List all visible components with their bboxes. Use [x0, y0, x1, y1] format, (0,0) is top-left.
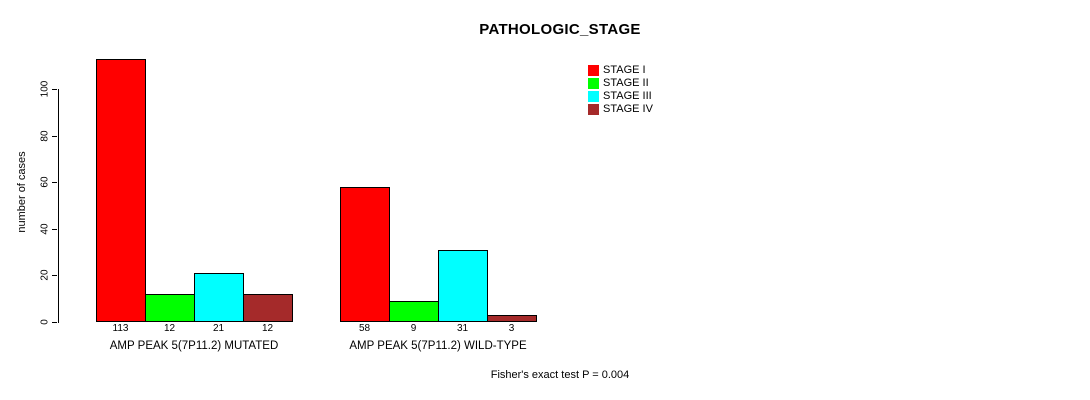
bar-value-label: 12 [261, 323, 274, 334]
bar-stage-i [96, 58, 146, 322]
y-axis-tick [52, 135, 57, 137]
bar-value-label: 113 [112, 323, 129, 334]
y-axis-tick [52, 275, 57, 277]
chart-title: PATHOLOGIC_STAGE [479, 21, 641, 38]
bar-stage-ii [145, 294, 195, 322]
y-axis-tick-label: 60 [39, 176, 51, 188]
legend-item: STAGE II [588, 77, 653, 90]
legend-label: STAGE III [603, 90, 652, 102]
y-axis-tick [52, 322, 57, 323]
y-axis-tick-label: 0 [39, 319, 51, 325]
legend-item: STAGE III [588, 90, 653, 103]
y-axis-label: number of cases [16, 151, 28, 233]
y-axis-line [58, 89, 59, 323]
bar-value-label: 21 [212, 323, 225, 334]
bar-stage-i [340, 186, 390, 322]
legend-item: STAGE I [588, 64, 653, 77]
legend-label: STAGE I [603, 64, 646, 76]
y-axis-tick [52, 228, 57, 230]
legend-item: STAGE IV [588, 103, 653, 116]
y-axis-tick-label: 100 [39, 80, 51, 98]
legend-label: STAGE IV [603, 103, 653, 115]
x-group-label: AMP PEAK 5(7P11.2) MUTATED [109, 340, 279, 352]
y-axis-tick-label: 80 [39, 130, 51, 142]
y-axis-tick-label: 40 [39, 223, 51, 235]
footnote: Fisher's exact test P = 0.004 [490, 369, 630, 381]
x-group-label: AMP PEAK 5(7P11.2) WILD-TYPE [349, 340, 527, 352]
y-axis-tick [52, 89, 57, 90]
legend-label: STAGE II [603, 77, 649, 89]
y-axis-tick [52, 182, 57, 184]
bar-value-label: 9 [410, 323, 417, 334]
legend: STAGE I STAGE II STAGE III STAGE IV [588, 64, 653, 116]
y-axis-tick-label: 20 [39, 269, 51, 281]
bar-value-label: 31 [456, 323, 469, 334]
legend-swatch [588, 91, 599, 102]
bar-stage-iv [243, 294, 293, 322]
bar-stage-iv [487, 315, 537, 322]
legend-swatch [588, 65, 599, 76]
bar-value-label: 58 [358, 323, 371, 334]
bar-stage-ii [389, 301, 439, 322]
bar-value-label: 12 [163, 323, 176, 334]
bar-stage-iii [194, 273, 244, 322]
legend-swatch [588, 104, 599, 115]
bar-value-label: 3 [508, 323, 515, 334]
bar-stage-iii [438, 249, 488, 322]
legend-swatch [588, 78, 599, 89]
